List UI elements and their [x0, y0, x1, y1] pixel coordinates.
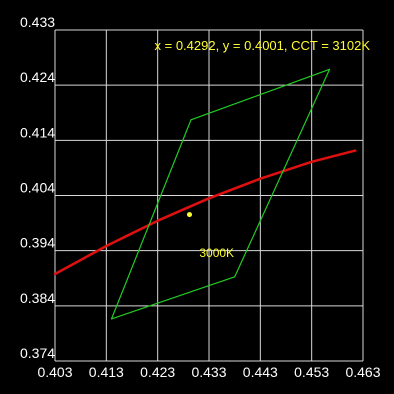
x-tick-label: 0.443 [243, 364, 278, 380]
x-tick-label: 0.463 [345, 364, 380, 380]
x-tick-label: 0.423 [140, 364, 175, 380]
y-tick-label: 0.404 [20, 180, 55, 196]
x-tick-label: 0.453 [294, 364, 329, 380]
y-tick-label: 0.414 [20, 124, 55, 140]
x-tick-label: 0.403 [37, 364, 72, 380]
coordinate-readout: x = 0.4292, y = 0.4001, CCT = 3102K [155, 38, 371, 53]
y-tick-label: 0.384 [20, 290, 55, 306]
y-tick-label: 0.424 [20, 69, 55, 85]
x-tick-label: 0.433 [191, 364, 226, 380]
y-tick-label: 0.374 [20, 345, 55, 361]
x-tick-label: 0.413 [89, 364, 124, 380]
cct-annotation: 3000K [199, 246, 234, 260]
y-tick-label: 0.433 [20, 14, 55, 30]
y-tick-label: 0.394 [20, 235, 55, 251]
tick-labels: 0.403 0.413 0.423 0.433 0.443 0.453 0.463 0.433… [20, 14, 381, 380]
tolerance-quadrangle [110, 68, 331, 320]
grid [54, 29, 364, 362]
series-layer [53, 68, 357, 320]
measured-point [186, 212, 192, 218]
planckian-locus-line [53, 149, 357, 276]
